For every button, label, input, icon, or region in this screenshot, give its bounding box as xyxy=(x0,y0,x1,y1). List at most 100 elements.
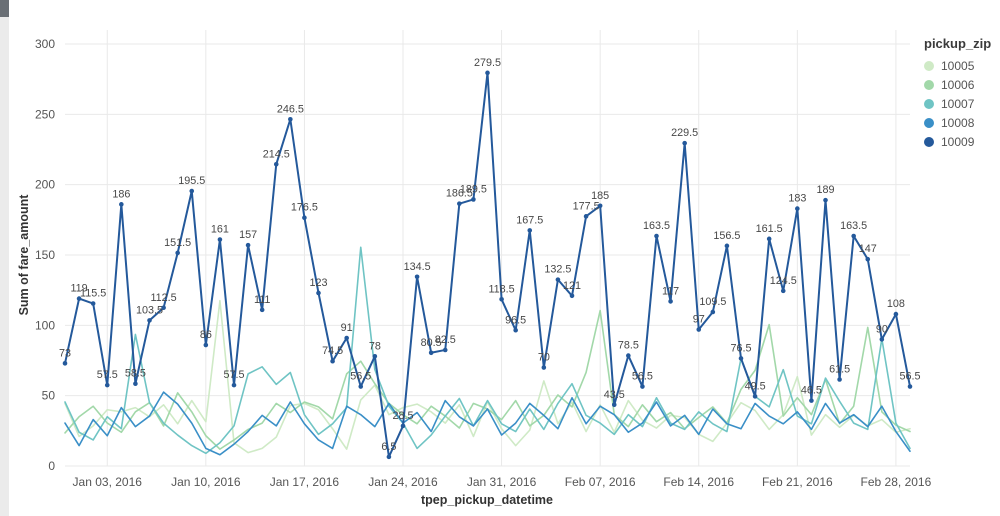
data-label: 156.5 xyxy=(713,230,740,242)
data-point[interactable] xyxy=(527,228,533,233)
data-point[interactable] xyxy=(471,197,476,202)
data-label: 151.5 xyxy=(164,237,191,249)
y-tick-label: 300 xyxy=(35,37,55,51)
data-label: 163.5 xyxy=(840,220,867,232)
data-label: 80.5 xyxy=(421,337,442,349)
data-point[interactable] xyxy=(851,233,856,239)
data-point[interactable] xyxy=(288,116,293,122)
data-point[interactable] xyxy=(62,361,68,366)
data-label: 134.5 xyxy=(404,261,431,273)
data-point[interactable] xyxy=(231,382,237,388)
data-label: 161 xyxy=(211,224,229,236)
data-point[interactable] xyxy=(837,377,842,382)
data-point[interactable] xyxy=(696,327,702,332)
data-label: 6.5 xyxy=(381,441,396,453)
data-point[interactable] xyxy=(513,327,518,333)
data-point[interactable] xyxy=(597,203,603,209)
data-point[interactable] xyxy=(640,384,645,389)
data-point[interactable] xyxy=(217,237,223,242)
data-point[interactable] xyxy=(428,350,434,356)
data-point[interactable] xyxy=(541,365,547,370)
data-point[interactable] xyxy=(893,311,899,317)
data-point[interactable] xyxy=(626,353,631,358)
data-point[interactable] xyxy=(583,214,589,219)
x-tick-label: Feb 14, 2016 xyxy=(663,475,734,489)
series-line-10008[interactable] xyxy=(64,391,911,456)
data-label: 124.5 xyxy=(770,275,797,287)
data-point[interactable] xyxy=(386,454,392,460)
series-line-10005[interactable] xyxy=(64,299,911,454)
data-point[interactable] xyxy=(76,296,82,301)
data-point[interactable] xyxy=(372,353,378,359)
data-point[interactable] xyxy=(809,398,814,403)
data-label: 57.5 xyxy=(223,369,244,381)
data-point[interactable] xyxy=(119,202,124,207)
data-point[interactable] xyxy=(738,356,744,361)
data-point[interactable] xyxy=(668,299,673,304)
data-point[interactable] xyxy=(682,140,687,146)
data-point[interactable] xyxy=(442,347,448,353)
legend-item-10009[interactable]: 10009 xyxy=(924,135,991,149)
data-point[interactable] xyxy=(259,307,265,313)
data-point[interactable] xyxy=(90,301,96,306)
data-point[interactable] xyxy=(147,318,152,323)
data-point[interactable] xyxy=(245,242,251,248)
data-label: 43.5 xyxy=(604,389,625,401)
legend-item-10007[interactable]: 10007 xyxy=(924,97,991,111)
data-label: 78 xyxy=(369,340,381,352)
data-point[interactable] xyxy=(654,233,659,239)
data-point[interactable] xyxy=(710,309,716,315)
data-label: 86 xyxy=(200,329,212,341)
y-tick-label: 0 xyxy=(48,459,55,473)
data-point[interactable] xyxy=(865,256,871,262)
data-point[interactable] xyxy=(752,394,758,399)
legend-item-label: 10005 xyxy=(941,59,975,73)
data-point[interactable] xyxy=(273,161,279,167)
data-point[interactable] xyxy=(499,297,504,302)
data-label: 57.5 xyxy=(97,369,118,381)
data-point[interactable] xyxy=(907,384,913,389)
series-line-10006[interactable] xyxy=(64,309,911,450)
data-label: 161.5 xyxy=(756,223,783,235)
data-point[interactable] xyxy=(414,274,420,280)
data-point[interactable] xyxy=(344,335,349,341)
data-point[interactable] xyxy=(104,382,110,388)
data-label: 96.5 xyxy=(505,314,526,326)
y-tick-label: 200 xyxy=(35,178,55,192)
data-label: 214.5 xyxy=(263,148,290,160)
data-point[interactable] xyxy=(485,70,490,76)
data-point[interactable] xyxy=(457,201,462,206)
data-point[interactable] xyxy=(569,293,575,299)
data-label: 70 xyxy=(538,352,550,364)
legend-item-10005[interactable]: 10005 xyxy=(924,59,991,73)
legend-item-label: 10008 xyxy=(941,116,975,130)
data-label: 49.5 xyxy=(745,380,766,392)
data-point[interactable] xyxy=(400,423,406,429)
data-point[interactable] xyxy=(823,197,828,203)
data-point[interactable] xyxy=(879,337,885,342)
data-point[interactable] xyxy=(189,188,195,194)
data-point[interactable] xyxy=(175,250,180,256)
series-line-10009[interactable] xyxy=(64,71,911,458)
data-point[interactable] xyxy=(161,305,166,311)
data-point[interactable] xyxy=(358,384,364,389)
data-point[interactable] xyxy=(555,277,561,282)
data-point[interactable] xyxy=(724,243,730,249)
data-point[interactable] xyxy=(302,215,307,221)
legend-item-10008[interactable]: 10008 xyxy=(924,116,991,130)
data-point[interactable] xyxy=(780,288,786,294)
data-point[interactable] xyxy=(133,381,138,387)
data-point[interactable] xyxy=(316,290,321,296)
data-point[interactable] xyxy=(766,236,772,242)
x-axis-title: tpep_pickup_datetime xyxy=(421,493,553,507)
data-label: 111 xyxy=(254,294,270,306)
series-line-10007[interactable] xyxy=(64,246,911,455)
data-point[interactable] xyxy=(203,342,209,348)
data-point[interactable] xyxy=(795,206,800,211)
legend-item-10006[interactable]: 10006 xyxy=(924,78,991,92)
x-tick-label: Jan 31, 2016 xyxy=(467,475,537,489)
y-tick-label: 50 xyxy=(42,389,56,403)
data-point[interactable] xyxy=(611,402,617,408)
data-point[interactable] xyxy=(330,358,335,364)
